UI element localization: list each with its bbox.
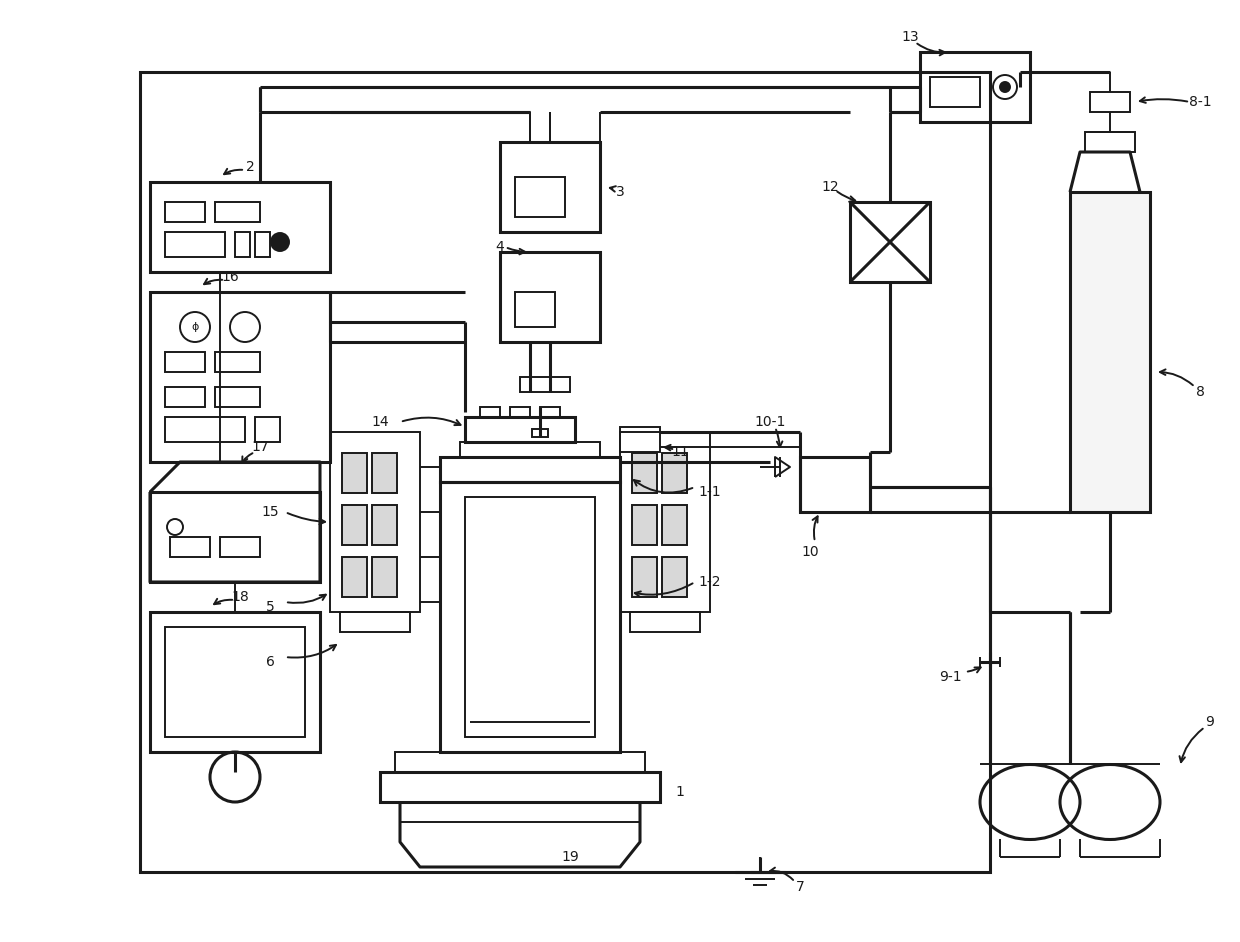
Bar xyxy=(480,407,500,417)
Bar xyxy=(632,505,657,545)
Bar xyxy=(150,492,320,582)
Bar xyxy=(165,627,305,737)
Bar xyxy=(930,77,980,107)
Bar xyxy=(219,537,260,557)
Bar xyxy=(342,505,367,545)
Text: 7: 7 xyxy=(796,880,805,894)
Text: 11: 11 xyxy=(671,445,689,459)
Bar xyxy=(500,252,600,342)
Bar xyxy=(150,292,330,462)
Bar xyxy=(330,432,420,612)
Text: ϕ: ϕ xyxy=(191,322,198,332)
Text: 3: 3 xyxy=(615,185,625,199)
Bar xyxy=(440,457,620,482)
Bar xyxy=(165,417,246,442)
Bar xyxy=(372,453,397,493)
Bar xyxy=(342,453,367,493)
Bar xyxy=(662,557,687,597)
Bar xyxy=(662,505,687,545)
Text: 2: 2 xyxy=(246,160,254,174)
Bar xyxy=(165,352,205,372)
Text: 14: 14 xyxy=(371,415,389,429)
Bar xyxy=(255,232,270,257)
Bar xyxy=(1070,192,1149,512)
Bar xyxy=(632,557,657,597)
Bar xyxy=(255,417,280,442)
Bar xyxy=(165,202,205,222)
Bar xyxy=(620,432,711,612)
Bar xyxy=(1090,92,1130,112)
Bar xyxy=(460,442,600,457)
Bar xyxy=(165,232,224,257)
Bar xyxy=(340,612,410,632)
Bar xyxy=(500,142,600,232)
Bar xyxy=(440,482,620,752)
Bar xyxy=(662,453,687,493)
Bar xyxy=(150,182,330,272)
Bar xyxy=(150,612,320,752)
Bar xyxy=(342,557,367,597)
Bar xyxy=(620,427,660,452)
Bar xyxy=(465,417,575,442)
Text: 8: 8 xyxy=(1195,385,1204,399)
Bar xyxy=(379,772,660,802)
Text: 5: 5 xyxy=(265,600,274,614)
Bar xyxy=(215,387,260,407)
Text: 6: 6 xyxy=(265,655,274,669)
Bar xyxy=(236,232,250,257)
Bar xyxy=(372,557,397,597)
Bar xyxy=(539,407,560,417)
Text: 1-2: 1-2 xyxy=(699,575,722,589)
Text: 8-1: 8-1 xyxy=(1189,95,1211,109)
Bar xyxy=(165,387,205,407)
Text: 17: 17 xyxy=(252,440,269,454)
Text: 15: 15 xyxy=(262,505,279,519)
Text: 12: 12 xyxy=(821,180,838,194)
Bar xyxy=(396,752,645,772)
Text: 9: 9 xyxy=(1205,715,1214,729)
Circle shape xyxy=(999,82,1011,92)
Bar xyxy=(520,377,570,392)
Bar xyxy=(532,429,548,437)
Text: 16: 16 xyxy=(221,270,239,284)
Text: 1: 1 xyxy=(676,785,684,799)
Bar xyxy=(372,505,397,545)
Bar xyxy=(515,292,556,327)
Text: 18: 18 xyxy=(231,590,249,604)
Bar xyxy=(920,52,1030,122)
Bar xyxy=(800,457,870,512)
Bar xyxy=(465,497,595,737)
Text: 4: 4 xyxy=(496,240,505,254)
Bar xyxy=(632,453,657,493)
Bar xyxy=(630,612,701,632)
Bar xyxy=(510,407,529,417)
Text: 1-1: 1-1 xyxy=(698,485,722,499)
Circle shape xyxy=(272,233,289,251)
Bar xyxy=(515,177,565,217)
Bar xyxy=(140,72,990,872)
Bar xyxy=(170,537,210,557)
Text: 10-1: 10-1 xyxy=(754,415,786,429)
Bar xyxy=(1085,132,1135,152)
Text: 10: 10 xyxy=(801,545,818,559)
Bar xyxy=(215,352,260,372)
Text: 19: 19 xyxy=(562,850,579,864)
Bar xyxy=(215,202,260,222)
Bar xyxy=(849,202,930,282)
Text: 9-1: 9-1 xyxy=(939,670,961,684)
Text: 13: 13 xyxy=(901,30,919,44)
